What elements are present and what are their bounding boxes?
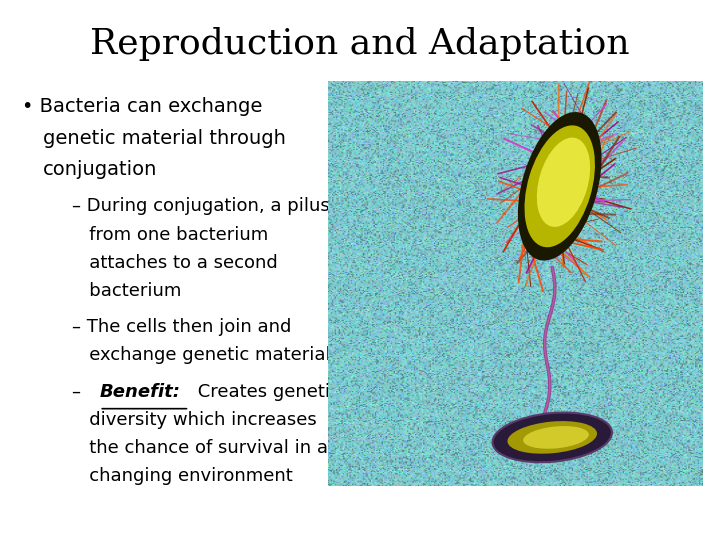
Ellipse shape [537, 138, 590, 227]
Text: – During conjugation, a pilus: – During conjugation, a pilus [72, 198, 330, 215]
Text: – The cells then join and: – The cells then join and [72, 318, 292, 336]
Ellipse shape [492, 413, 612, 462]
Text: the chance of survival in a: the chance of survival in a [72, 439, 328, 457]
Text: –: – [72, 383, 86, 401]
Ellipse shape [523, 426, 589, 449]
Text: genetic material through: genetic material through [43, 129, 286, 147]
Text: conjugation: conjugation [43, 160, 158, 179]
Text: • Bacteria can exchange: • Bacteria can exchange [22, 97, 262, 116]
Ellipse shape [524, 125, 595, 247]
Text: changing environment: changing environment [72, 467, 293, 485]
Text: Creates genetic: Creates genetic [192, 383, 339, 401]
Text: exchange genetic material: exchange genetic material [72, 346, 330, 364]
Ellipse shape [508, 421, 597, 454]
Text: attaches to a second: attaches to a second [72, 254, 278, 272]
Text: from one bacterium: from one bacterium [72, 226, 269, 244]
Text: Benefit:: Benefit: [99, 383, 181, 401]
Text: diversity which increases: diversity which increases [72, 411, 317, 429]
Ellipse shape [518, 112, 602, 260]
Text: bacterium: bacterium [72, 282, 181, 300]
Text: Reproduction and Adaptation: Reproduction and Adaptation [90, 27, 630, 61]
